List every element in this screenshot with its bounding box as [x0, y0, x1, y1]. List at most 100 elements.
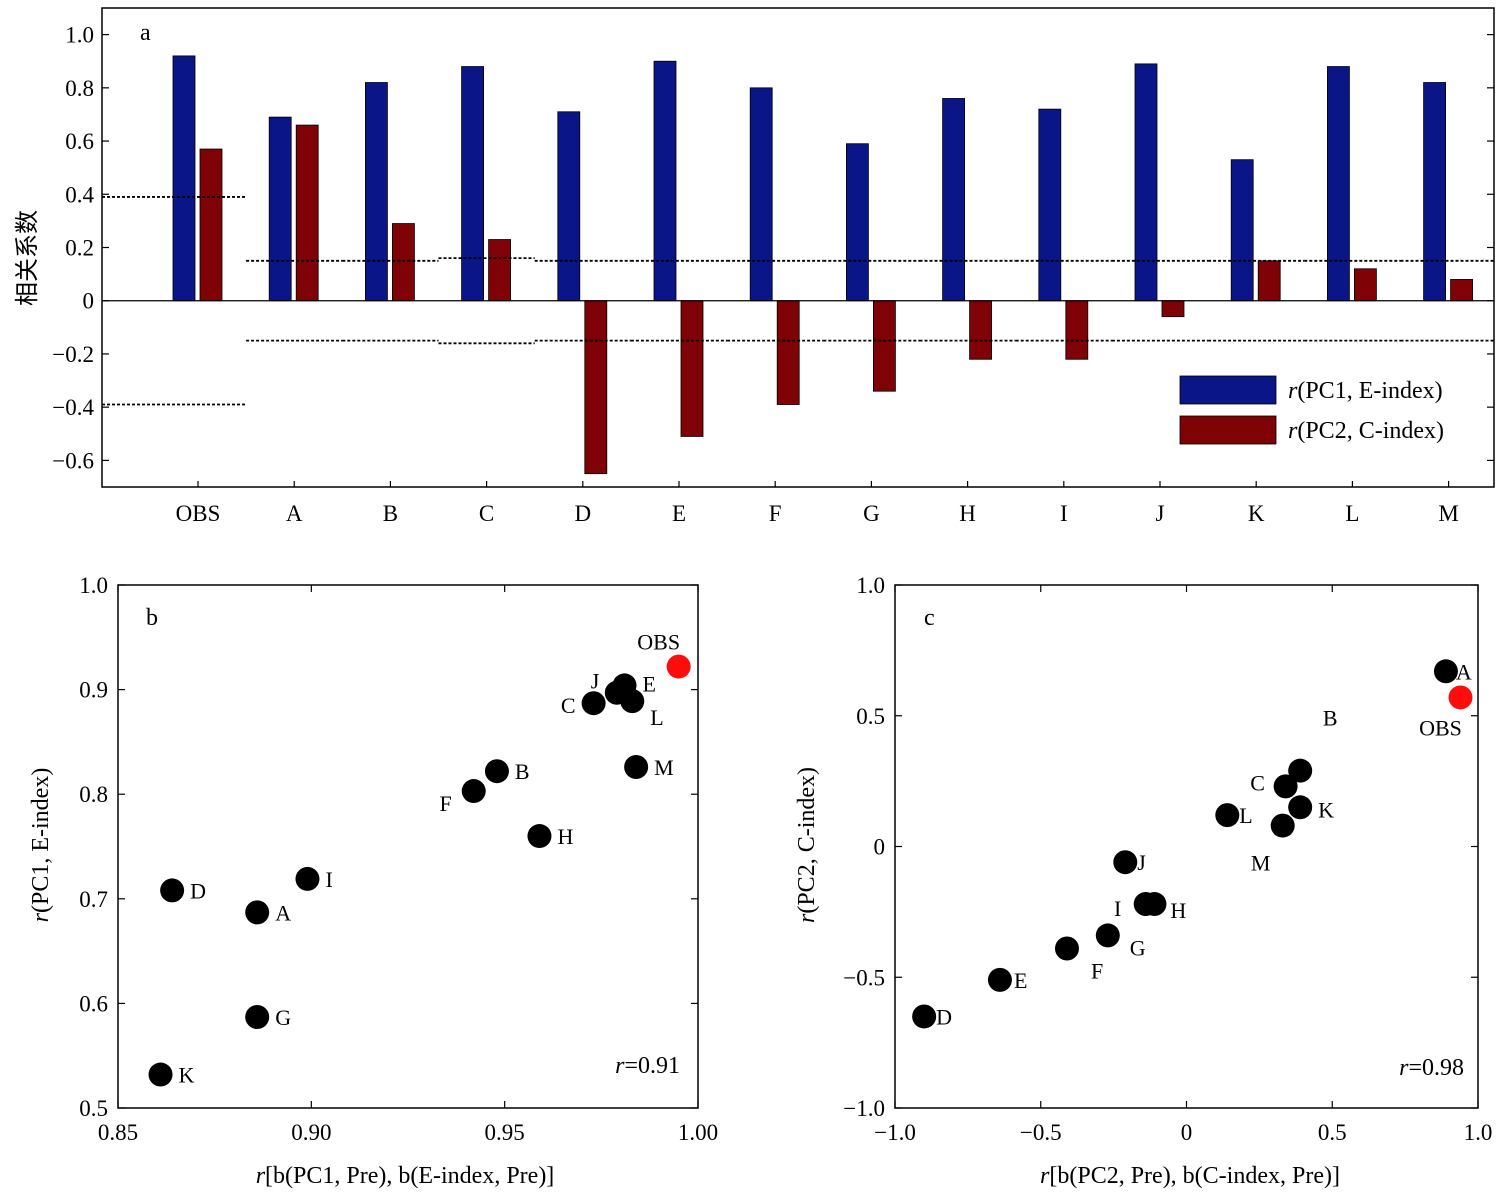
point-L: [620, 689, 645, 714]
x-tick-label: E: [672, 501, 686, 526]
bar-pc1-L: [1327, 66, 1350, 302]
y-tick-label: 0.6: [65, 129, 94, 154]
bar-pc1-H: [942, 98, 965, 302]
x-tick-label: A: [286, 501, 303, 526]
point-label-I: I: [325, 867, 332, 892]
point-label-M: M: [1251, 851, 1271, 876]
bar-pc2-A: [295, 124, 319, 302]
panel-a-x-ticks: OBS A B C D E F G H I J K L M: [176, 481, 1459, 526]
point-G: [245, 1004, 270, 1029]
x-tick-label: F: [769, 501, 782, 526]
y-tick-label: 0.8: [79, 782, 108, 807]
panel-c-points: OBS A B C D E F GH IJ K LM: [912, 659, 1473, 1029]
panel-b-points: OBS A B C D E F G H I J K LM: [148, 630, 691, 1088]
point-label-B: B: [515, 759, 530, 784]
y-tick-label: −0.5: [843, 965, 885, 990]
legend-swatch-pc1: [1179, 375, 1277, 405]
x-tick-label: H: [959, 501, 976, 526]
point-label-M: M: [654, 755, 674, 780]
panel-c-correlation-annotation: r=0.98: [1399, 1055, 1464, 1081]
bar-pc1-E: [653, 60, 677, 302]
x-tick-label: B: [383, 501, 398, 526]
panel-b-y-axis-label: r(PC1, E-index): [28, 768, 54, 923]
y-tick-label: 0: [83, 289, 95, 314]
x-tick-label: L: [1345, 501, 1359, 526]
bar-pc2-K: [1257, 260, 1281, 302]
bar-pc1-F: [749, 87, 773, 302]
point-label-C: C: [561, 693, 576, 718]
legend-label-pc1: r(PC1, E-index): [1288, 378, 1443, 404]
y-tick-label: −0.6: [52, 448, 94, 473]
bar-pc2-E: [680, 300, 704, 437]
panel-a-y-ticks: 1.0 0.8 0.6 0.4 0.2 0 −0.2 −0.4 −0.6: [52, 23, 1494, 473]
point-D: [160, 878, 185, 903]
point-OBS: [666, 654, 691, 679]
bar-pc1-D: [557, 111, 581, 302]
bar-pc2-H: [969, 300, 992, 360]
panel-a-bar-chart: 1.0 0.8 0.6 0.4 0.2 0 −0.2 −0.4 −0.6 OBS A B C D E F G H…: [13, 7, 1495, 526]
point-L: [1215, 803, 1240, 828]
point-label-L: L: [650, 705, 663, 730]
x-tick-label: 1.00: [678, 1120, 718, 1145]
legend-swatch-pc2: [1179, 415, 1277, 445]
y-tick-label: 0.8: [65, 76, 94, 101]
point-label-J: J: [591, 669, 600, 694]
y-tick-label: 0.2: [65, 236, 94, 261]
panel-c-ticks: −1.0 −0.5 0 0.5 1.0 −1.0 −0.5 0 0.5 1.0: [843, 573, 1492, 1145]
x-tick-label: 0.5: [1318, 1120, 1347, 1145]
point-label-G: G: [1130, 935, 1146, 960]
y-tick-label: 1.0: [79, 573, 108, 598]
x-tick-label: 0.85: [98, 1120, 138, 1145]
bar-pc1-I: [1038, 108, 1062, 302]
x-tick-label: −0.5: [1020, 1120, 1062, 1145]
x-tick-label: D: [574, 501, 591, 526]
point-label-D: D: [936, 1004, 952, 1029]
point-label-H: H: [557, 824, 573, 849]
y-tick-label: 1.0: [856, 573, 885, 598]
bar-pc1-J: [1134, 63, 1158, 302]
panel-b-letter: b: [146, 605, 158, 631]
panel-b-ticks: 0.85 0.90 0.95 1.00 0.5 0.6 0.7 0.8 0.9 1.0: [79, 573, 718, 1145]
point-B: [1288, 758, 1313, 783]
x-tick-label: 0.95: [485, 1120, 525, 1145]
significance-lines: [102, 196, 1494, 406]
point-K: [1288, 795, 1313, 820]
bar-pc2-J: [1161, 300, 1185, 318]
bar-pc2-B: [391, 223, 415, 302]
x-tick-label: 0.90: [291, 1120, 331, 1145]
y-tick-label: −0.2: [52, 342, 94, 367]
x-tick-label: C: [479, 501, 494, 526]
panel-c-letter: c: [924, 605, 935, 631]
point-C: [1273, 774, 1298, 799]
point-I: [295, 866, 320, 891]
y-tick-label: 0.5: [79, 1096, 108, 1121]
point-label-K: K: [1318, 797, 1334, 822]
point-F: [1054, 936, 1079, 961]
bar-pc2-F: [776, 300, 800, 405]
bar-pc1-K: [1230, 159, 1254, 302]
bar-pc1-A: [268, 116, 292, 302]
panel-a-letter: a: [140, 20, 151, 46]
point-I: [1133, 892, 1158, 917]
panel-c-scatter: −1.0 −0.5 0 0.5 1.0 −1.0 −0.5 0 0.5 1.0 OBS A B C D E F…: [794, 573, 1492, 1189]
point-label-L: L: [1239, 803, 1252, 828]
y-tick-label: −0.4: [52, 395, 94, 420]
panel-b-correlation-annotation: r=0.91: [615, 1053, 680, 1079]
point-OBS: [1448, 685, 1473, 710]
point-label-J: J: [1137, 850, 1146, 875]
point-E: [987, 967, 1012, 992]
x-tick-label: G: [863, 501, 880, 526]
point-label-F: F: [439, 791, 451, 816]
point-label-I: I: [1114, 896, 1121, 921]
y-tick-label: 0.5: [856, 704, 885, 729]
x-tick-label: J: [1156, 501, 1165, 526]
point-label-OBS: OBS: [637, 630, 680, 655]
bar-pc2-G: [873, 300, 896, 392]
panel-b-frame: [117, 584, 699, 1109]
x-tick-label: 1.0: [1464, 1120, 1493, 1145]
bar-pc1-M: [1423, 82, 1446, 302]
point-A: [245, 900, 270, 925]
bar-pc2-OBS: [199, 148, 223, 302]
bar-pc1-OBS: [172, 55, 196, 302]
